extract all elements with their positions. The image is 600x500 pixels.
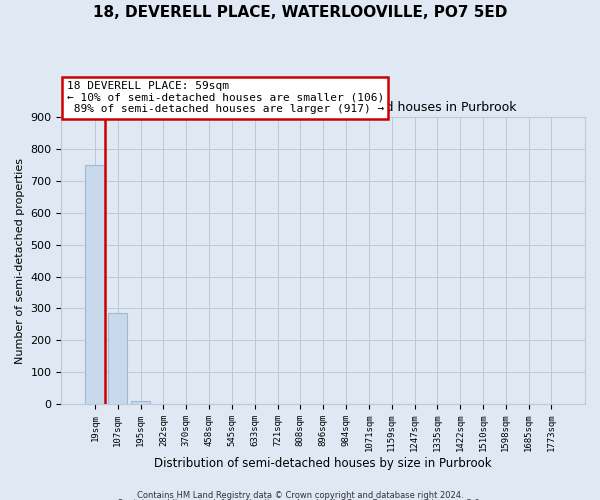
Bar: [108, 313, 127, 404]
Bar: [131, 401, 150, 404]
Text: 18, DEVERELL PLACE, WATERLOOVILLE, PO7 5ED: 18, DEVERELL PLACE, WATERLOOVILLE, PO7 5…: [93, 5, 507, 20]
Text: 18 DEVERELL PLACE: 59sqm
← 10% of semi-detached houses are smaller (106)
 89% of: 18 DEVERELL PLACE: 59sqm ← 10% of semi-d…: [67, 81, 384, 114]
Text: Contains HM Land Registry data © Crown copyright and database right 2024.: Contains HM Land Registry data © Crown c…: [137, 490, 463, 500]
Text: Contains public sector information licensed under the Open Government Licence v3: Contains public sector information licen…: [118, 499, 482, 500]
Bar: [85, 165, 104, 404]
Y-axis label: Number of semi-detached properties: Number of semi-detached properties: [15, 158, 25, 364]
Title: Size of property relative to semi-detached houses in Purbrook: Size of property relative to semi-detach…: [130, 102, 517, 114]
X-axis label: Distribution of semi-detached houses by size in Purbrook: Distribution of semi-detached houses by …: [154, 457, 492, 470]
